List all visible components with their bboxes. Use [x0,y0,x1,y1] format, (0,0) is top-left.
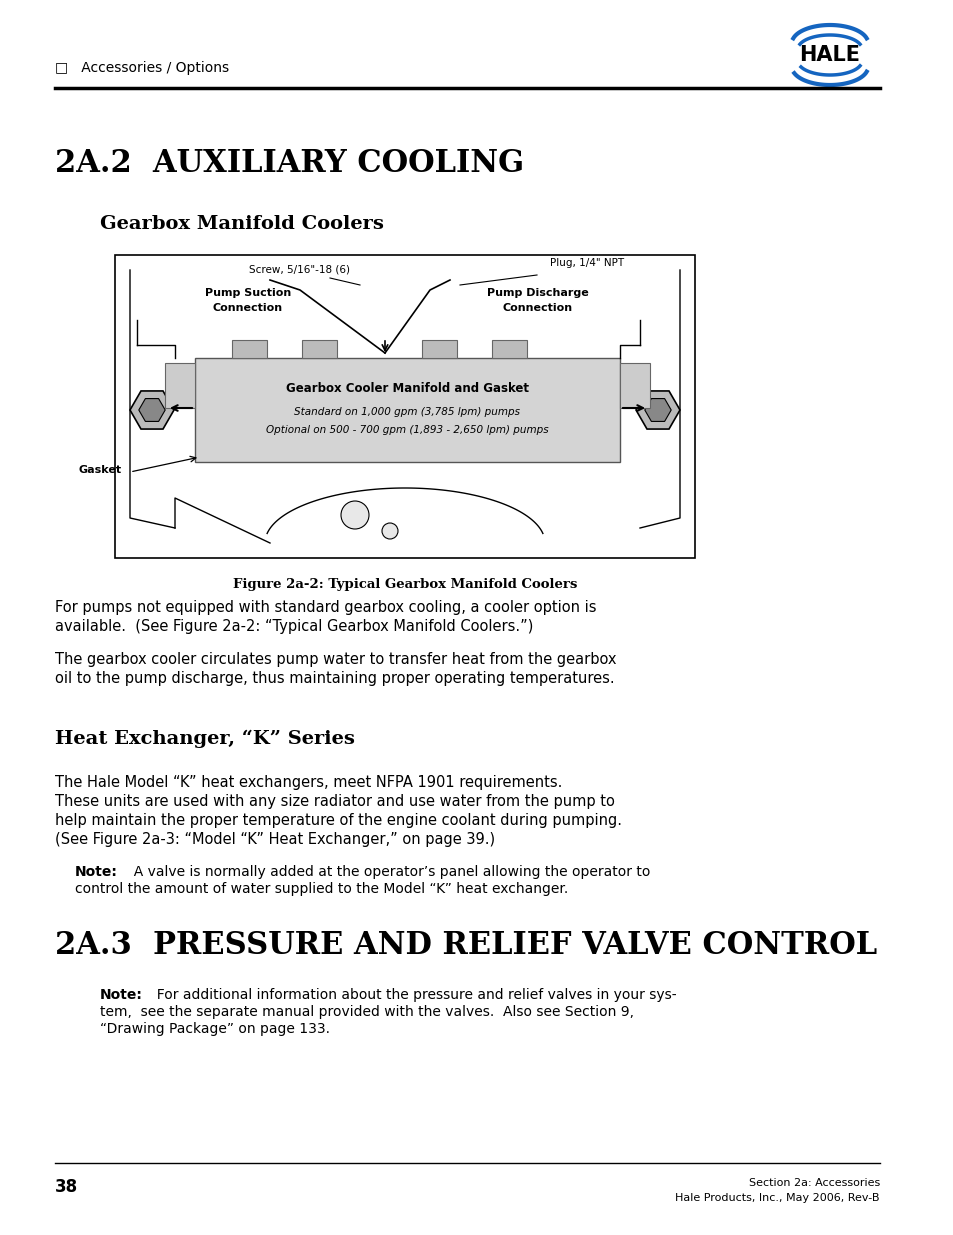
Bar [619,363,649,408]
Text: available.  (See Figure 2a-2: “Typical Gearbox Manifold Coolers.”): available. (See Figure 2a-2: “Typical Ge… [55,619,533,634]
Bar [233,340,267,358]
Text: Connection: Connection [502,303,573,312]
Text: Standard on 1,000 gpm (3,785 lpm) pumps: Standard on 1,000 gpm (3,785 lpm) pumps [294,408,520,417]
Text: The gearbox cooler circulates pump water to transfer heat from the gearbox: The gearbox cooler circulates pump water… [55,652,616,667]
Bar [115,254,695,558]
Text: Plug, 1/4" NPT: Plug, 1/4" NPT [550,258,623,268]
Text: 38: 38 [55,1178,78,1195]
Bar [302,340,337,358]
Circle shape [381,522,397,538]
Bar [422,340,457,358]
Text: Note:: Note: [100,988,143,1002]
Text: 2A.3  PRESSURE AND RELIEF VALVE CONTROL: 2A.3 PRESSURE AND RELIEF VALVE CONTROL [55,930,876,961]
Bar [194,358,619,462]
Text: “Drawing Package” on page 133.: “Drawing Package” on page 133. [100,1023,330,1036]
Bar [165,363,194,408]
Polygon shape [644,399,671,421]
Text: 2A.2  AUXILIARY COOLING: 2A.2 AUXILIARY COOLING [55,148,523,179]
Text: help maintain the proper temperature of the engine coolant during pumping.: help maintain the proper temperature of … [55,813,621,827]
Polygon shape [138,399,165,421]
Text: Section 2a: Accessories: Section 2a: Accessories [748,1178,879,1188]
Text: These units are used with any size radiator and use water from the pump to: These units are used with any size radia… [55,794,615,809]
Text: HALE: HALE [799,44,860,65]
Text: tem,  see the separate manual provided with the valves.  Also see Section 9,: tem, see the separate manual provided wi… [100,1005,634,1019]
Text: Optional on 500 - 700 gpm (1,893 - 2,650 lpm) pumps: Optional on 500 - 700 gpm (1,893 - 2,650… [266,425,548,435]
Text: Note:: Note: [75,864,118,879]
Text: Gearbox Manifold Coolers: Gearbox Manifold Coolers [100,215,383,233]
Text: Pump Discharge: Pump Discharge [487,288,588,298]
Text: Pump Suction: Pump Suction [205,288,291,298]
Text: oil to the pump discharge, thus maintaining proper operating temperatures.: oil to the pump discharge, thus maintain… [55,671,614,685]
Text: A valve is normally added at the operator’s panel allowing the operator to: A valve is normally added at the operato… [125,864,650,879]
Text: (See Figure 2a-3: “Model “K” Heat Exchanger,” on page 39.): (See Figure 2a-3: “Model “K” Heat Exchan… [55,832,495,847]
Text: Figure 2a-2: Typical Gearbox Manifold Coolers: Figure 2a-2: Typical Gearbox Manifold Co… [233,578,577,592]
Text: □   Accessories / Options: □ Accessories / Options [55,61,229,75]
Text: For additional information about the pressure and relief valves in your sys-: For additional information about the pre… [148,988,676,1002]
Text: Heat Exchanger, “K” Series: Heat Exchanger, “K” Series [55,730,355,748]
Text: For pumps not equipped with standard gearbox cooling, a cooler option is: For pumps not equipped with standard gea… [55,600,596,615]
Polygon shape [636,391,679,429]
Text: Gasket: Gasket [79,466,122,475]
Text: Connection: Connection [213,303,283,312]
Text: Screw, 5/16"-18 (6): Screw, 5/16"-18 (6) [250,266,350,275]
Circle shape [340,501,369,529]
Text: Hale Products, Inc., May 2006, Rev-B: Hale Products, Inc., May 2006, Rev-B [675,1193,879,1203]
Text: control the amount of water supplied to the Model “K” heat exchanger.: control the amount of water supplied to … [75,882,568,897]
Text: The Hale Model “K” heat exchangers, meet NFPA 1901 requirements.: The Hale Model “K” heat exchangers, meet… [55,776,561,790]
Bar [492,340,527,358]
Text: Gearbox Cooler Manifold and Gasket: Gearbox Cooler Manifold and Gasket [286,382,529,394]
Polygon shape [130,391,173,429]
